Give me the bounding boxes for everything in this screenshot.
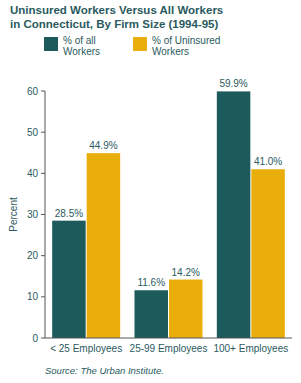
y-tick: [41, 214, 45, 215]
bar: [135, 290, 169, 338]
legend-swatch: [44, 37, 58, 51]
y-tick: [41, 132, 45, 133]
legend-line: Workers: [63, 46, 100, 57]
chart-container: Uninsured Workers Versus All Workers in C…: [0, 0, 301, 383]
y-tick-label: 60: [27, 86, 39, 97]
y-tick-label: 30: [27, 209, 39, 220]
source-note: Source: The Urban Institute.: [45, 365, 164, 376]
bars: [52, 91, 285, 338]
title-line: in Connecticut, By Firm Size (1994-95): [10, 18, 219, 30]
y-tick-label: 10: [27, 291, 39, 302]
data-label: 59.9%: [219, 78, 247, 89]
y-tick: [41, 338, 45, 339]
y-axis: [45, 91, 46, 338]
title-line: Uninsured Workers Versus All Workers: [10, 4, 223, 16]
data-label: 44.9%: [89, 140, 117, 151]
bar: [52, 221, 86, 338]
legend-label: % of allWorkers: [63, 35, 100, 57]
x-tick-label: < 25 Employees: [50, 343, 122, 354]
y-tick-label: 0: [32, 333, 38, 344]
chart-title: Uninsured Workers Versus All Workers in C…: [10, 4, 223, 30]
data-label: 41.0%: [254, 156, 282, 167]
legend-label: % of UninsuredWorkers: [152, 35, 220, 57]
y-tick-label: 50: [27, 127, 39, 138]
y-tick: [41, 91, 45, 92]
y-tick: [41, 255, 45, 256]
x-axis: [45, 338, 292, 339]
y-tick-label: 40: [27, 168, 39, 179]
y-tick: [41, 296, 45, 297]
legend-line: Workers: [152, 46, 189, 57]
bar: [251, 169, 284, 338]
data-label: 11.6%: [137, 277, 165, 288]
legend-line: % of Uninsured: [152, 35, 220, 46]
data-label: 28.5%: [55, 208, 83, 219]
chart-svg: Uninsured Workers Versus All Workers in C…: [0, 0, 301, 383]
y-tick-label: 20: [27, 250, 39, 261]
bar: [169, 280, 203, 338]
data-label: 14.2%: [172, 267, 200, 278]
legend-line: % of all: [63, 35, 96, 46]
x-tick-label: 100+ Employees: [213, 343, 288, 354]
legend-swatch: [133, 37, 147, 51]
y-axis-label: Percent: [8, 197, 19, 232]
x-tick-label: 25-99 Employees: [130, 343, 208, 354]
bar: [217, 91, 251, 338]
bar: [87, 153, 121, 338]
y-tick: [41, 173, 45, 174]
